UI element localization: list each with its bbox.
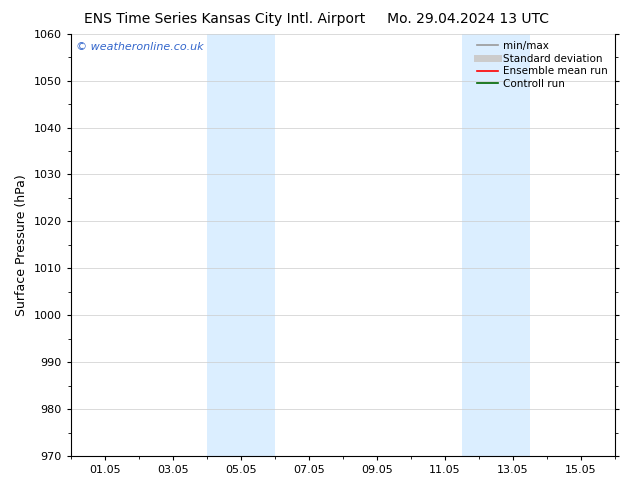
Text: ENS Time Series Kansas City Intl. Airport     Mo. 29.04.2024 13 UTC: ENS Time Series Kansas City Intl. Airpor… [84, 12, 550, 26]
Y-axis label: Surface Pressure (hPa): Surface Pressure (hPa) [15, 174, 28, 316]
Legend: min/max, Standard deviation, Ensemble mean run, Controll run: min/max, Standard deviation, Ensemble me… [475, 39, 610, 91]
Bar [462, 34, 530, 456]
Text: © weatheronline.co.uk: © weatheronline.co.uk [76, 42, 204, 52]
Title: ENS Time Series Kansas City Intl. Airport        Mo. 29.04.2024 13 UTC: ENS Time Series Kansas City Intl. Airpor… [0, 489, 1, 490]
Bar [207, 34, 275, 456]
